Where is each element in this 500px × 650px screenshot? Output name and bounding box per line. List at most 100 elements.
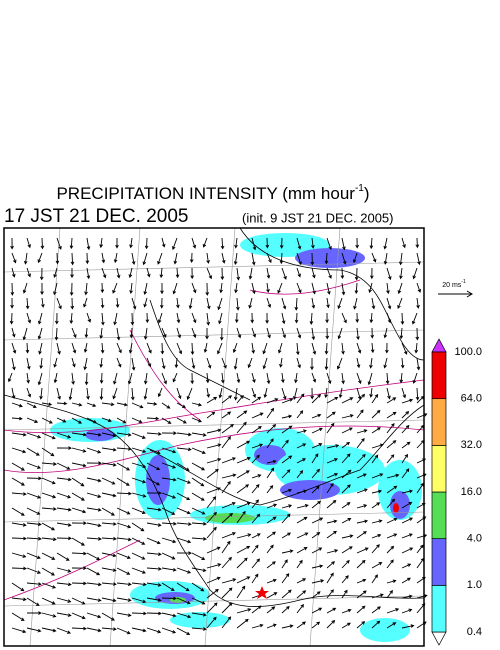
wind-arrow bbox=[159, 297, 164, 309]
wind-arrow bbox=[266, 398, 279, 404]
precip-area bbox=[205, 513, 255, 523]
wind-arrow bbox=[220, 267, 225, 281]
wind-arrow bbox=[191, 612, 207, 617]
wind-arrow bbox=[341, 237, 346, 251]
wind-arrow bbox=[294, 297, 299, 311]
wind-arrow bbox=[26, 597, 40, 606]
wind-arrow bbox=[56, 536, 72, 541]
wind-arrow bbox=[157, 312, 163, 324]
wind-arrow bbox=[251, 605, 262, 614]
wind-arrow bbox=[143, 327, 148, 340]
wind-arrow bbox=[173, 252, 178, 265]
wind-arrow bbox=[11, 342, 17, 354]
wind-arrow bbox=[311, 267, 316, 279]
isoline bbox=[3, 379, 425, 434]
wind-arrow bbox=[218, 312, 223, 325]
wind-arrow bbox=[221, 480, 231, 494]
wind-arrow bbox=[143, 282, 148, 296]
wind-arrow bbox=[191, 627, 207, 631]
map-frame bbox=[3, 227, 425, 647]
wind-arrow bbox=[56, 462, 71, 470]
wind-arrow bbox=[116, 491, 132, 496]
wind-arrow bbox=[326, 372, 332, 385]
wind-arrow bbox=[161, 552, 176, 560]
wind-arrow bbox=[371, 533, 382, 539]
wind-arrow bbox=[416, 252, 421, 266]
wind-arrow bbox=[191, 327, 197, 339]
wind-arrow bbox=[176, 612, 192, 619]
wind-arrow bbox=[71, 551, 87, 556]
wind-arrow bbox=[205, 282, 210, 296]
wind-arrow bbox=[116, 462, 131, 471]
wind-arrow bbox=[386, 498, 396, 509]
wind-arrow bbox=[236, 440, 251, 449]
wind-arrow bbox=[11, 612, 25, 621]
wind-arrow bbox=[176, 432, 192, 437]
wind-arrow bbox=[263, 387, 268, 399]
wind-arrow bbox=[341, 622, 351, 629]
wind-arrow bbox=[100, 282, 105, 294]
wind-arrow bbox=[11, 582, 25, 592]
wind-arrow bbox=[386, 312, 392, 324]
wind-arrow bbox=[206, 297, 211, 310]
wind-arrow bbox=[296, 590, 307, 599]
wind-arrow bbox=[22, 282, 28, 294]
grid-line bbox=[29, 227, 61, 647]
wind-arrow bbox=[371, 620, 381, 629]
wind-arrow bbox=[142, 252, 148, 266]
wind-arrow bbox=[371, 473, 384, 479]
precip-area bbox=[393, 503, 399, 513]
wind-arrow bbox=[311, 500, 322, 509]
wind-arrow bbox=[11, 402, 23, 408]
wind-arrow bbox=[236, 608, 252, 614]
wind-arrow bbox=[161, 537, 177, 544]
wind-arrow bbox=[386, 411, 397, 419]
wind-arrow bbox=[296, 282, 302, 294]
wind-arrow bbox=[11, 462, 25, 471]
wind-arrow bbox=[11, 357, 16, 371]
wind-arrow bbox=[56, 612, 72, 617]
wind-arrow bbox=[236, 394, 244, 404]
wind-arrow bbox=[53, 267, 58, 279]
wind-arrow bbox=[10, 297, 14, 309]
wind-arrow bbox=[160, 283, 164, 295]
wind-arrow bbox=[341, 469, 352, 479]
wind-arrow bbox=[311, 621, 321, 629]
wind-arrow bbox=[176, 342, 183, 355]
wind-arrow bbox=[41, 417, 53, 424]
wind-arrow bbox=[40, 237, 45, 250]
wind-arrow bbox=[221, 395, 233, 404]
wind-arrow bbox=[206, 457, 222, 464]
map bbox=[3, 227, 428, 647]
wind-arrow bbox=[41, 597, 56, 605]
wind-arrow bbox=[25, 342, 30, 354]
wind-arrow bbox=[354, 282, 359, 295]
wind-arrow bbox=[371, 544, 380, 554]
wind-arrow bbox=[416, 297, 420, 309]
wind-arrow bbox=[412, 267, 418, 280]
wind-arrow bbox=[386, 473, 400, 479]
wind-arrow bbox=[116, 537, 132, 542]
wind-arrow bbox=[220, 237, 225, 250]
wind-arrow bbox=[293, 387, 298, 401]
wind-arrow bbox=[86, 312, 92, 323]
colorbar-segment bbox=[431, 491, 447, 540]
star-marker bbox=[255, 586, 269, 599]
wind-arrow bbox=[131, 507, 146, 514]
wind-arrow bbox=[311, 237, 315, 249]
grid-line bbox=[3, 595, 425, 607]
wind-arrow bbox=[116, 432, 132, 437]
wind-arrow bbox=[161, 521, 177, 526]
wind-arrow bbox=[311, 342, 317, 355]
wind-arrow bbox=[279, 252, 284, 265]
wind-arrow bbox=[326, 267, 332, 279]
wind-arrow bbox=[386, 440, 397, 449]
wind-arrow bbox=[146, 477, 161, 486]
colorbar-label: 100.0 bbox=[454, 346, 482, 358]
wind-arrow bbox=[386, 297, 392, 310]
wind-arrow bbox=[338, 387, 343, 399]
wind-arrow bbox=[383, 357, 388, 369]
wind-arrow bbox=[370, 342, 375, 354]
wind-arrow bbox=[11, 566, 27, 571]
wind-arrow bbox=[401, 608, 413, 614]
